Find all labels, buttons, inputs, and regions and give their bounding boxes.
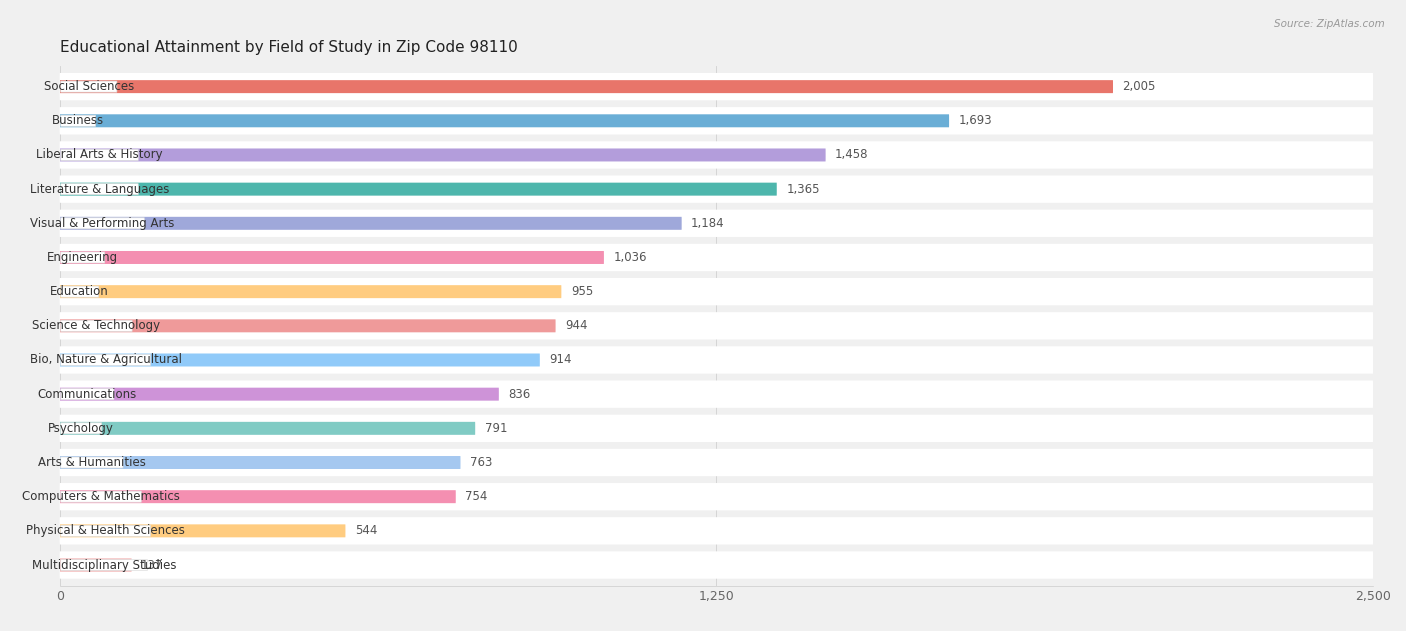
FancyBboxPatch shape	[59, 524, 346, 538]
Text: 763: 763	[470, 456, 492, 469]
Text: Bio, Nature & Agricultural: Bio, Nature & Agricultural	[30, 353, 181, 367]
FancyBboxPatch shape	[59, 517, 1374, 545]
FancyBboxPatch shape	[59, 312, 1374, 339]
Text: Source: ZipAtlas.com: Source: ZipAtlas.com	[1274, 19, 1385, 29]
FancyBboxPatch shape	[60, 560, 148, 570]
FancyBboxPatch shape	[59, 285, 561, 298]
Text: Liberal Arts & History: Liberal Arts & History	[37, 148, 163, 162]
FancyBboxPatch shape	[60, 423, 101, 434]
Text: Education: Education	[51, 285, 110, 298]
Text: 1,365: 1,365	[786, 182, 820, 196]
FancyBboxPatch shape	[59, 182, 776, 196]
FancyBboxPatch shape	[60, 184, 138, 194]
FancyBboxPatch shape	[60, 526, 150, 536]
Text: Business: Business	[52, 114, 104, 127]
FancyBboxPatch shape	[60, 389, 114, 399]
FancyBboxPatch shape	[60, 150, 138, 160]
Text: 914: 914	[550, 353, 572, 367]
FancyBboxPatch shape	[60, 457, 122, 468]
FancyBboxPatch shape	[59, 380, 1374, 408]
FancyBboxPatch shape	[59, 209, 1374, 237]
Text: 791: 791	[485, 422, 508, 435]
Text: 955: 955	[571, 285, 593, 298]
FancyBboxPatch shape	[59, 558, 132, 572]
FancyBboxPatch shape	[59, 141, 1374, 168]
FancyBboxPatch shape	[59, 490, 456, 503]
Text: 836: 836	[509, 387, 530, 401]
Text: Visual & Performing Arts: Visual & Performing Arts	[31, 217, 174, 230]
Text: 1,693: 1,693	[959, 114, 993, 127]
FancyBboxPatch shape	[59, 483, 1374, 510]
FancyBboxPatch shape	[59, 148, 825, 162]
Text: 1,036: 1,036	[613, 251, 647, 264]
Text: Literature & Languages: Literature & Languages	[30, 182, 169, 196]
Text: 1,184: 1,184	[692, 217, 724, 230]
FancyBboxPatch shape	[59, 551, 1374, 579]
FancyBboxPatch shape	[60, 286, 98, 297]
FancyBboxPatch shape	[59, 449, 1374, 476]
FancyBboxPatch shape	[59, 244, 1374, 271]
FancyBboxPatch shape	[60, 491, 141, 502]
FancyBboxPatch shape	[59, 175, 1374, 203]
FancyBboxPatch shape	[59, 353, 540, 367]
Text: 2,005: 2,005	[1122, 80, 1156, 93]
Text: Science & Technology: Science & Technology	[32, 319, 160, 333]
Text: 137: 137	[141, 558, 163, 572]
FancyBboxPatch shape	[60, 218, 145, 229]
Text: Multidisciplinary Studies: Multidisciplinary Studies	[32, 558, 176, 572]
Text: Computers & Mathematics: Computers & Mathematics	[22, 490, 180, 503]
FancyBboxPatch shape	[60, 321, 132, 331]
FancyBboxPatch shape	[59, 278, 1374, 305]
FancyBboxPatch shape	[60, 252, 104, 263]
Text: Engineering: Engineering	[48, 251, 118, 264]
Text: 944: 944	[565, 319, 588, 333]
FancyBboxPatch shape	[59, 80, 1114, 93]
FancyBboxPatch shape	[60, 355, 150, 365]
FancyBboxPatch shape	[60, 81, 117, 92]
Text: Psychology: Psychology	[48, 422, 114, 435]
FancyBboxPatch shape	[60, 115, 96, 126]
Text: Communications: Communications	[38, 387, 136, 401]
Text: Educational Attainment by Field of Study in Zip Code 98110: Educational Attainment by Field of Study…	[59, 40, 517, 56]
FancyBboxPatch shape	[59, 107, 1374, 134]
FancyBboxPatch shape	[59, 319, 555, 333]
Text: Social Sciences: Social Sciences	[44, 80, 134, 93]
FancyBboxPatch shape	[59, 456, 461, 469]
Text: 1,458: 1,458	[835, 148, 869, 162]
FancyBboxPatch shape	[59, 73, 1374, 100]
FancyBboxPatch shape	[59, 387, 499, 401]
Text: Arts & Humanities: Arts & Humanities	[38, 456, 146, 469]
FancyBboxPatch shape	[59, 217, 682, 230]
Text: Physical & Health Sciences: Physical & Health Sciences	[27, 524, 186, 538]
FancyBboxPatch shape	[59, 251, 605, 264]
FancyBboxPatch shape	[59, 114, 949, 127]
Text: 754: 754	[465, 490, 488, 503]
Text: 544: 544	[354, 524, 377, 538]
FancyBboxPatch shape	[59, 346, 1374, 374]
FancyBboxPatch shape	[59, 422, 475, 435]
FancyBboxPatch shape	[59, 415, 1374, 442]
